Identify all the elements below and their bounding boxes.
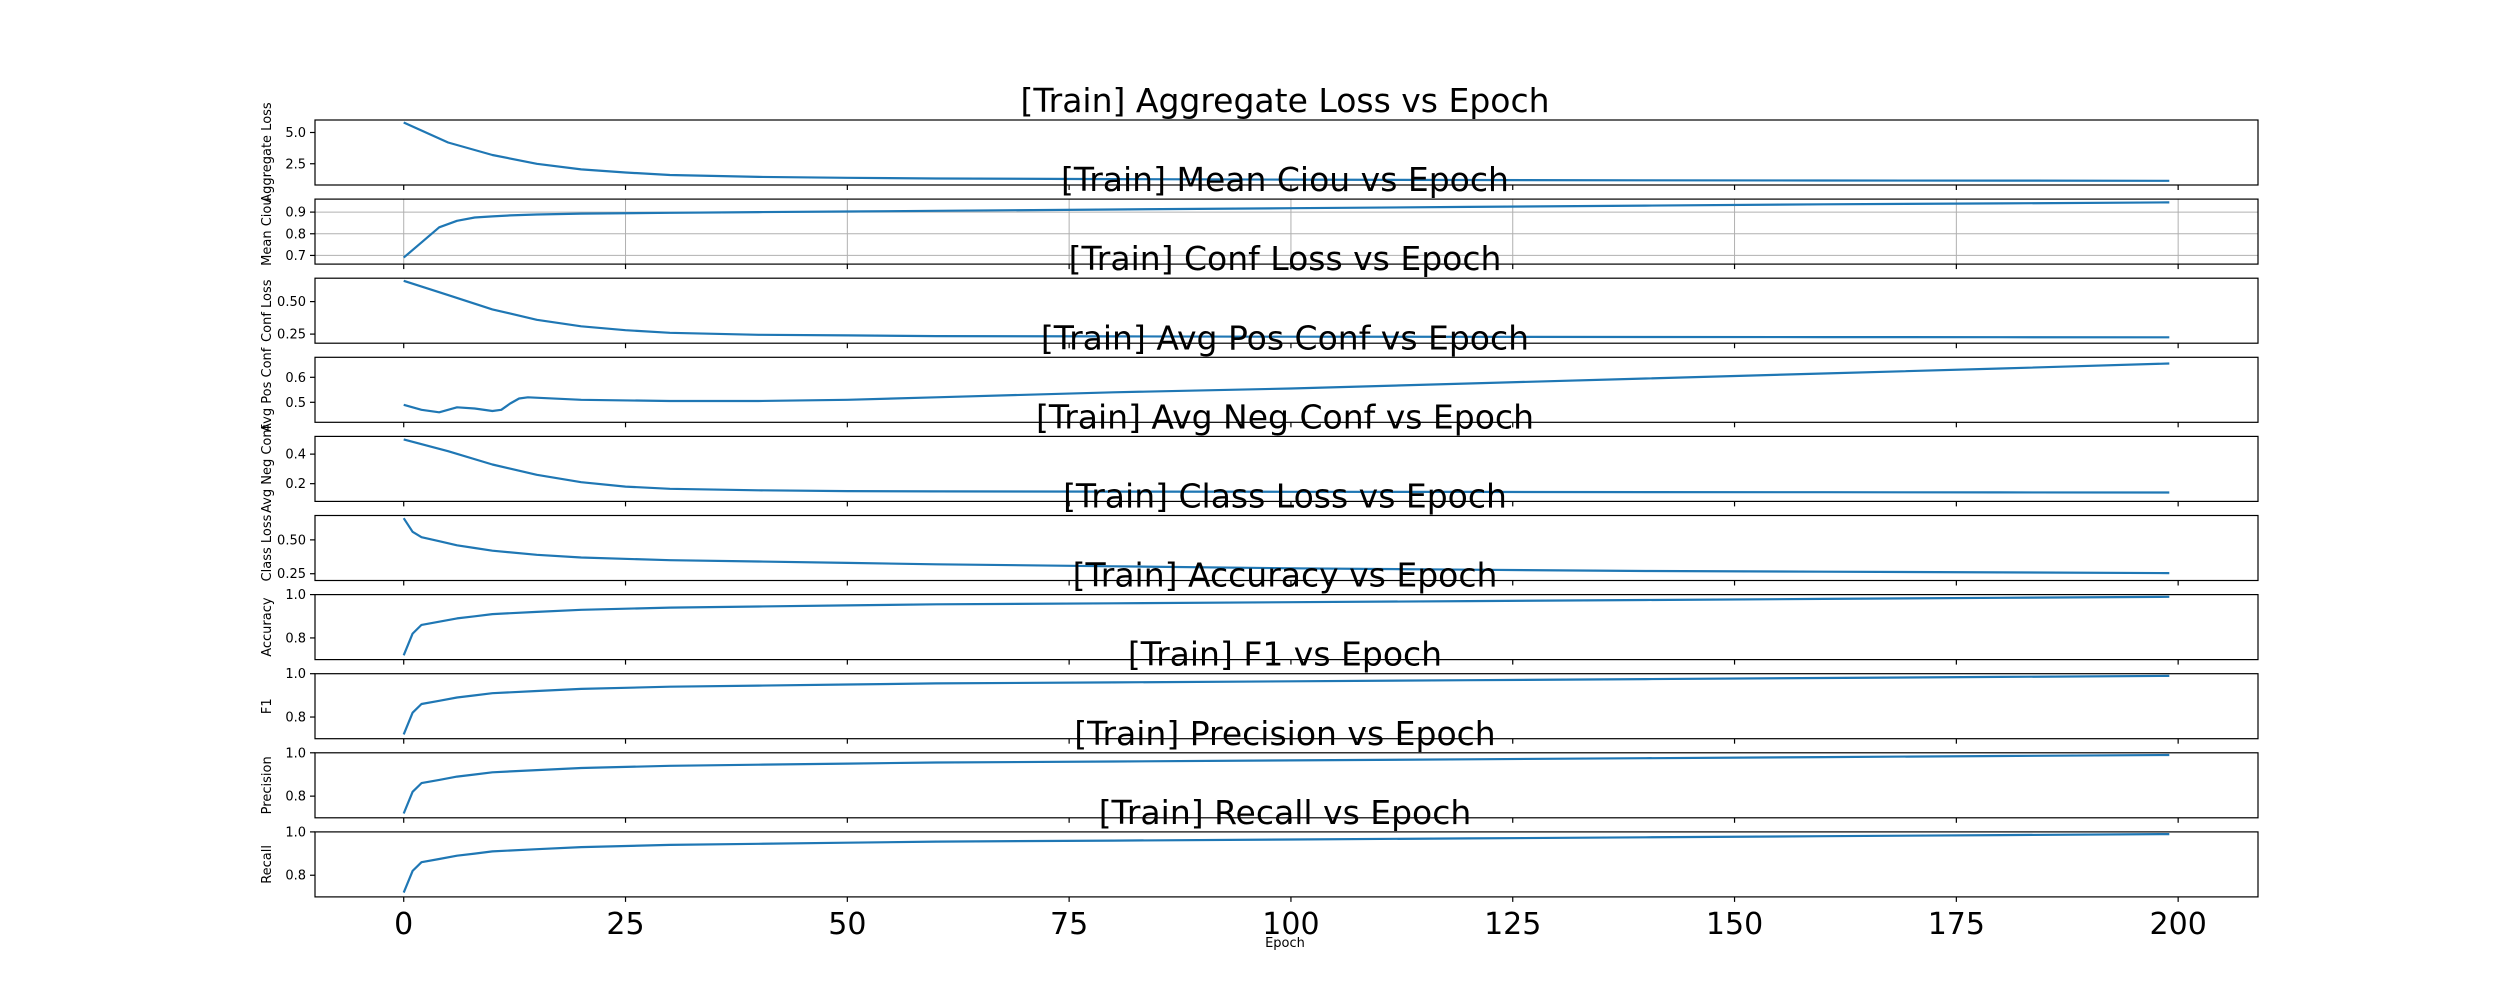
- axes-frame: [314, 752, 2259, 819]
- y-tick-label: 1.0: [285, 746, 306, 761]
- y-tick-label: 0.8: [285, 631, 306, 646]
- series-line: [403, 362, 2170, 414]
- y-axis-label: Accuracy: [260, 597, 275, 657]
- y-axis-label: F1: [260, 698, 275, 714]
- axes-frame: [314, 119, 2259, 186]
- axes-frame: [314, 356, 2259, 423]
- y-tick-label: 0.8: [285, 227, 306, 242]
- series-line: [403, 438, 2170, 494]
- axes-frame: [314, 435, 2259, 502]
- y-tick-label: 1.0: [285, 588, 306, 603]
- subplot-title: [Train] Mean Ciou vs Epoch: [1061, 160, 1509, 199]
- y-axis-label: Mean Ciou: [260, 197, 275, 265]
- subplot-title: [Train] F1 vs Epoch: [1128, 635, 1442, 674]
- y-tick-label: 5.0: [285, 126, 306, 141]
- x-axis-label: Epoch: [1265, 936, 1305, 951]
- y-axis-label: Precision: [260, 756, 275, 814]
- subplot-1: 2.5 5.0 Aggregate Loss [Train] Aggregate Lo…: [260, 81, 2259, 203]
- y-axis-label: Avg Pos Conf: [260, 347, 275, 432]
- y-tick-label: 0.50: [277, 295, 306, 310]
- axes-frame: [314, 277, 2259, 344]
- axes-frame: [314, 514, 2259, 582]
- y-tick-label: 1.0: [285, 667, 306, 682]
- subplot-title: [Train] Avg Pos Conf vs Epoch: [1041, 318, 1529, 357]
- y-tick-label: 0.6: [285, 371, 306, 386]
- subplot-9: 0.8 1.0 Precision [Train] Precision vs Epoc…: [260, 714, 2259, 823]
- y-tick-label: 0.5: [285, 396, 306, 411]
- subplot-title: [Train] Precision vs Epoch: [1074, 714, 1495, 753]
- y-tick-label: 0.50: [277, 533, 306, 548]
- subplot-title: [Train] Recall vs Epoch: [1099, 793, 1472, 832]
- subplot-title: [Train] Avg Neg Conf vs Epoch: [1036, 397, 1534, 436]
- subplot-stack: 2.5 5.0 Aggregate Loss [Train] Aggregate Lo…: [260, 81, 2259, 902]
- y-axis-label: Recall: [260, 845, 275, 884]
- x-tick-label: 150: [1706, 907, 1763, 942]
- subplot-5: 0.2 0.4 Avg Neg Conf [Train] Avg Neg Conf v…: [260, 397, 2259, 513]
- x-tick-label: 100: [1262, 907, 1319, 942]
- series-line: [402, 833, 2170, 894]
- series-line: [403, 121, 2170, 182]
- y-tick-label: 0.8: [285, 790, 306, 805]
- subplot-title: [Train] Accuracy vs Epoch: [1073, 556, 1498, 595]
- series-line: [402, 674, 2170, 735]
- y-axis-label: Aggregate Loss: [260, 102, 275, 203]
- series-line: [402, 201, 2170, 259]
- y-tick-label: 0.8: [285, 711, 306, 726]
- subplot-4: 0.5 0.6 Avg Pos Conf [Train] Avg Pos Conf v…: [260, 318, 2259, 432]
- y-tick-label: 0.8: [285, 869, 306, 884]
- subplot-2: 0.7 0.8 0.9 Mean Ciou [Train] Mean Ciou vs E…: [260, 160, 2259, 270]
- y-tick-label: 0.4: [285, 448, 306, 463]
- y-tick-label: 2.5: [285, 157, 306, 172]
- subplot-7: 0.8 1.0 Accuracy [Train] Accuracy vs Epoch: [260, 556, 2259, 665]
- axes-frame: [314, 831, 2259, 898]
- subplot-10: 0.8 1.0 Recall [Train] Recall vs Epoch: [260, 793, 2259, 902]
- subplot-title: [Train] Conf Loss vs Epoch: [1069, 239, 1502, 278]
- subplot-title: [Train] Aggregate Loss vs Epoch: [1020, 81, 1549, 120]
- x-tick-label: 75: [1050, 907, 1088, 942]
- x-tick-label: 50: [828, 907, 866, 942]
- series-line: [402, 517, 2170, 575]
- series-line: [402, 595, 2170, 656]
- y-axis-label: Class Loss: [260, 514, 275, 581]
- y-axis-label: Conf Loss: [260, 279, 275, 342]
- subplot-title: [Train] Class Loss vs Epoch: [1063, 477, 1507, 516]
- x-tick-label: 175: [1928, 907, 1985, 942]
- subplot-8: 0.8 1.0 F1 [Train] F1 vs Epoch: [260, 635, 2259, 744]
- y-tick-label: 0.7: [285, 249, 306, 264]
- y-tick-label: 0.2: [285, 477, 306, 492]
- axes-frame: [314, 673, 2259, 740]
- x-tick-label: 0: [394, 907, 413, 942]
- x-tick-label: 200: [2150, 907, 2207, 942]
- y-tick-label: 0.25: [277, 328, 306, 343]
- x-tick-label: 25: [606, 907, 644, 942]
- shared-x-axis: 0 25 50 75 100 125 150 175 200: [394, 907, 2207, 942]
- y-axis-label: Avg Neg Conf: [260, 424, 275, 513]
- series-line: [403, 279, 2170, 339]
- y-tick-label: 0.9: [285, 206, 306, 221]
- axes-frame: [314, 198, 2259, 265]
- y-tick-label: 0.25: [277, 567, 306, 582]
- x-tick-label: 125: [1484, 907, 1541, 942]
- y-tick-label: 1.0: [285, 825, 306, 840]
- series-line: [402, 753, 2170, 814]
- axes-frame: [314, 593, 2259, 661]
